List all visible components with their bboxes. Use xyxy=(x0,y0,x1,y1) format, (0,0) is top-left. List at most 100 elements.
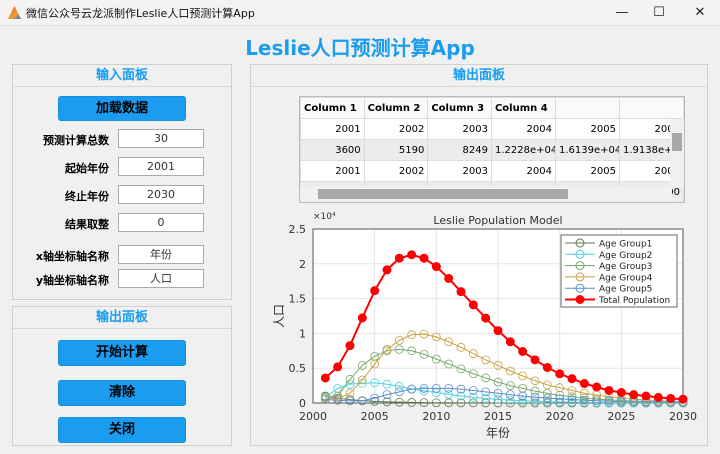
output-table[interactable]: Column 1 Column 2 Column 3 Column 4 2001 2002… xyxy=(299,96,685,203)
data-point xyxy=(579,379,589,389)
column-header[interactable]: Column 2 xyxy=(363,97,429,119)
legend-entry: Age Group4 xyxy=(599,273,653,283)
data-point xyxy=(567,392,577,402)
field-label: 起始年份 xyxy=(65,162,109,175)
data-point xyxy=(592,396,602,406)
vertical-scrollbar[interactable] xyxy=(670,119,684,187)
data-point xyxy=(493,361,503,370)
clear-button[interactable]: 清除 xyxy=(58,380,186,406)
data-point xyxy=(592,382,602,392)
data-point xyxy=(616,388,626,398)
x-tick-label: 2005 xyxy=(361,410,389,423)
title-bar: 微信公众号云龙派制作Leslie人口预测计算App — ☐ ✕ xyxy=(0,0,720,26)
x-tick-label: 2015 xyxy=(484,410,512,423)
data-point xyxy=(382,265,392,275)
app-title: Leslie人口预测计算App xyxy=(245,36,475,60)
data-point xyxy=(468,386,478,395)
table-cell: 2005 xyxy=(554,160,620,182)
data-point xyxy=(345,341,355,351)
table-row: 3600 5190 8249 1.2228e+04 1.6139e+04 1.9138e+… xyxy=(300,139,684,161)
field-input[interactable]: 年份 xyxy=(118,245,204,264)
data-point xyxy=(357,375,367,385)
data-point xyxy=(382,397,392,407)
data-point xyxy=(579,388,589,398)
data-point xyxy=(394,335,404,345)
field-input[interactable]: 2001 xyxy=(118,157,204,176)
data-point xyxy=(407,346,417,356)
data-point xyxy=(604,385,614,395)
horizontal-scrollbar[interactable] xyxy=(300,186,672,202)
start-button[interactable]: 开始计算 xyxy=(58,340,186,366)
data-point xyxy=(555,397,565,407)
data-point xyxy=(370,286,380,296)
data-point xyxy=(505,337,515,347)
column-header[interactable] xyxy=(618,97,684,119)
data-point xyxy=(456,398,466,408)
data-point xyxy=(518,391,528,401)
data-point xyxy=(641,391,651,401)
table-cell: 2002 xyxy=(363,118,429,140)
x-tick-label: 2030 xyxy=(669,410,697,423)
data-point xyxy=(493,377,503,387)
data-point xyxy=(444,337,454,347)
field-input[interactable]: 人口 xyxy=(118,269,204,288)
legend-marker xyxy=(575,261,585,271)
input-panel: 输入面板 加载数据 预测计算总数 30 起始年份 2001 终止年份 2030 结果取整 0 x… xyxy=(12,64,232,300)
column-header[interactable]: Column 3 xyxy=(427,97,492,119)
data-point xyxy=(505,390,515,400)
matlab-icon xyxy=(8,6,21,19)
maximize-button[interactable]: ☐ xyxy=(653,5,665,20)
data-point xyxy=(444,359,454,369)
data-point xyxy=(419,383,429,393)
data-point xyxy=(616,397,626,406)
data-point xyxy=(481,355,491,365)
data-point xyxy=(431,262,441,272)
table-cell: 2005 xyxy=(554,118,620,140)
data-point xyxy=(567,397,577,407)
data-point xyxy=(419,398,429,407)
data-point xyxy=(345,396,355,406)
table-cell: 1.6139e+04 xyxy=(554,139,620,161)
minimize-button[interactable]: — xyxy=(615,5,629,20)
data-point xyxy=(456,287,466,297)
x-tick-label: 2025 xyxy=(607,410,635,423)
x-tick-label: 2020 xyxy=(546,410,574,423)
exponent-label: ×10⁴ xyxy=(313,212,336,222)
data-point xyxy=(456,364,466,374)
data-point xyxy=(629,390,639,400)
field-input[interactable]: 2030 xyxy=(118,185,204,204)
data-point xyxy=(444,389,454,399)
load-data-button[interactable]: 加载数据 xyxy=(58,96,186,121)
data-point xyxy=(542,363,552,373)
data-point xyxy=(530,386,540,396)
legend-marker xyxy=(575,238,585,248)
data-point xyxy=(419,349,429,359)
table-cell: 2002 xyxy=(363,160,429,182)
field-label: 预测计算总数 xyxy=(43,134,109,147)
column-header[interactable] xyxy=(554,97,620,119)
series-line xyxy=(325,387,684,404)
data-point xyxy=(518,396,528,406)
legend-marker xyxy=(575,272,585,282)
column-header[interactable]: Column 4 xyxy=(490,97,556,119)
table-cell: 3600 xyxy=(300,139,365,161)
data-point xyxy=(468,369,478,379)
data-point xyxy=(493,395,503,404)
data-point xyxy=(345,374,355,384)
data-point xyxy=(653,392,663,402)
data-point xyxy=(468,398,478,408)
table-cell: 2004 xyxy=(490,160,556,182)
field-input[interactable]: 30 xyxy=(118,129,204,148)
chart-title: Leslie Population Model xyxy=(433,214,562,227)
control-panel: 输出面板 开始计算 清除 关闭 xyxy=(12,306,232,446)
close-window-button[interactable]: ✕ xyxy=(694,5,706,20)
field-input[interactable]: 0 xyxy=(118,213,204,232)
column-header[interactable]: Column 1 xyxy=(300,97,365,119)
data-point xyxy=(493,398,503,408)
table-cell: 2003 xyxy=(427,160,492,182)
data-point xyxy=(456,391,466,401)
close-button[interactable]: 关闭 xyxy=(58,417,186,443)
data-point xyxy=(382,390,392,400)
data-point xyxy=(370,393,380,403)
table-cell: 2001 xyxy=(300,118,365,140)
